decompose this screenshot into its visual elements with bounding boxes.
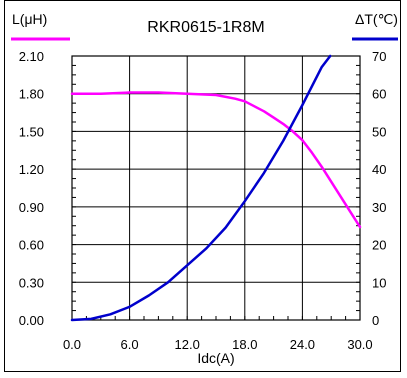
y-left-tick-label: 1.50 bbox=[19, 124, 44, 139]
y-left-tick-label: 1.80 bbox=[19, 87, 44, 102]
chart-title: RKR0615-1R8M bbox=[147, 19, 264, 36]
y-right-tick-label: 70 bbox=[372, 49, 386, 64]
y-left-tick-label: 2.10 bbox=[19, 49, 44, 64]
inductance-line bbox=[70, 91, 362, 229]
y-left-tick-label: 0.00 bbox=[19, 313, 44, 328]
y-left-tick-label: 0.60 bbox=[19, 238, 44, 253]
y-left-tick-label: 1.20 bbox=[19, 162, 44, 177]
x-tick-label: 6.0 bbox=[121, 337, 139, 352]
y-left-tick-label: 0.30 bbox=[19, 275, 44, 290]
x-tick-label: 24.0 bbox=[290, 337, 315, 352]
y-right-tick-label: 40 bbox=[372, 162, 386, 177]
x-axis-title: Idc(A) bbox=[197, 350, 234, 366]
y-right-tick-label: 30 bbox=[372, 200, 386, 215]
y-right-tick-label: 50 bbox=[372, 124, 386, 139]
x-tick-label: 0.0 bbox=[63, 337, 81, 352]
y-right-tick-label: 10 bbox=[372, 275, 386, 290]
right-axis-title: ΔT(℃) bbox=[355, 11, 398, 27]
y-right-tick-label: 20 bbox=[372, 238, 386, 253]
y-right-tick-label: 0 bbox=[372, 313, 379, 328]
x-tick-label: 12.0 bbox=[175, 337, 200, 352]
x-tick-label: 30.0 bbox=[347, 337, 372, 352]
x-tick-label: 18.0 bbox=[232, 337, 257, 352]
y-left-tick-label: 0.90 bbox=[19, 200, 44, 215]
left-axis-title: L(μH) bbox=[12, 11, 47, 27]
chart-frame bbox=[4, 0, 401, 372]
y-right-tick-label: 60 bbox=[372, 87, 386, 102]
temperature-rise-line bbox=[70, 54, 332, 322]
